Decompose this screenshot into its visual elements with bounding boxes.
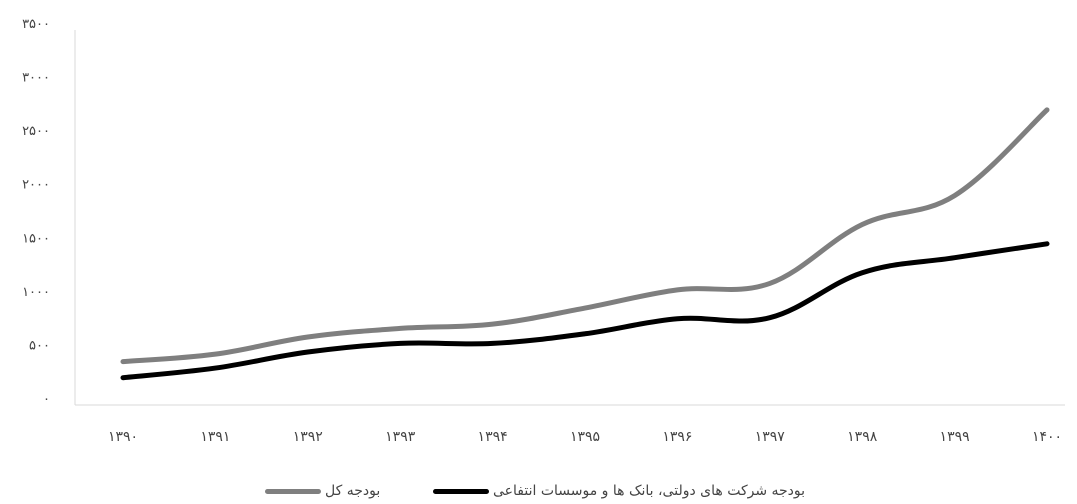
y-tick-label: ۰ (43, 392, 50, 407)
x-tick-label: ۱۳۹۲ (293, 429, 323, 445)
series-line-companies-budget (120, 241, 1050, 381)
y-axis-ticks: ۰ ۵۰۰ ۱۰۰۰ ۱۵۰۰ ۲۰۰۰ ۲۵۰۰ ۳۰۰۰ ۳۵۰۰ (22, 17, 50, 407)
legend-item-total-budget: بودجه کل (265, 480, 380, 502)
x-tick-label: ۱۳۹۳ (385, 429, 416, 445)
x-tick-label: ۱۳۹۱ (200, 429, 230, 445)
y-tick-label: ۱۰۰۰ (22, 285, 50, 300)
x-tick-label: ۱۳۹۹ (940, 429, 970, 445)
y-tick-label: ۲۰۰۰ (22, 178, 50, 193)
legend: بودجه کل بودجه شرکت های دولتی، بانک ها و… (0, 480, 1077, 502)
y-tick-label: ۳۵۰۰ (22, 17, 50, 32)
x-tick-label: ۱۳۹۶ (662, 429, 692, 445)
legend-label-total-budget: بودجه کل (325, 483, 381, 499)
series-line-total-budget (120, 107, 1050, 365)
x-tick-label: ۱۳۹۵ (570, 429, 600, 445)
y-tick-label: ۲۵۰۰ (22, 124, 50, 139)
x-tick-label: ۱۳۹۷ (755, 429, 786, 445)
x-axis-ticks: ۱۳۹۰ ۱۳۹۱ ۱۳۹۲ ۱۳۹۳ ۱۳۹۴ ۱۳۹۵ ۱۳۹۶ ۱۳۹۷ ۱۳۹۸ ۱۳۹۹… (108, 429, 1062, 445)
y-tick-label: ۳۰۰۰ (22, 71, 50, 86)
y-tick-label: ۵۰۰ (29, 338, 50, 353)
x-tick-label: ۱۳۹۰ (108, 429, 138, 445)
x-tick-label: ۱۴۰۰ (1032, 429, 1062, 445)
x-tick-label: ۱۳۹۸ (847, 429, 878, 445)
x-tick-label: ۱۳۹۴ (478, 429, 508, 445)
y-tick-label: ۱۵۰۰ (22, 231, 50, 246)
legend-label-companies-budget: بودجه شرکت های دولتی، بانک ها و موسسات ا… (493, 483, 806, 499)
legend-item-companies-budget: بودجه شرکت های دولتی، بانک ها و موسسات ا… (433, 480, 805, 502)
legend-swatch-companies-budget (433, 488, 489, 494)
series-lines (120, 107, 1050, 381)
legend-swatch-total-budget (265, 488, 321, 494)
